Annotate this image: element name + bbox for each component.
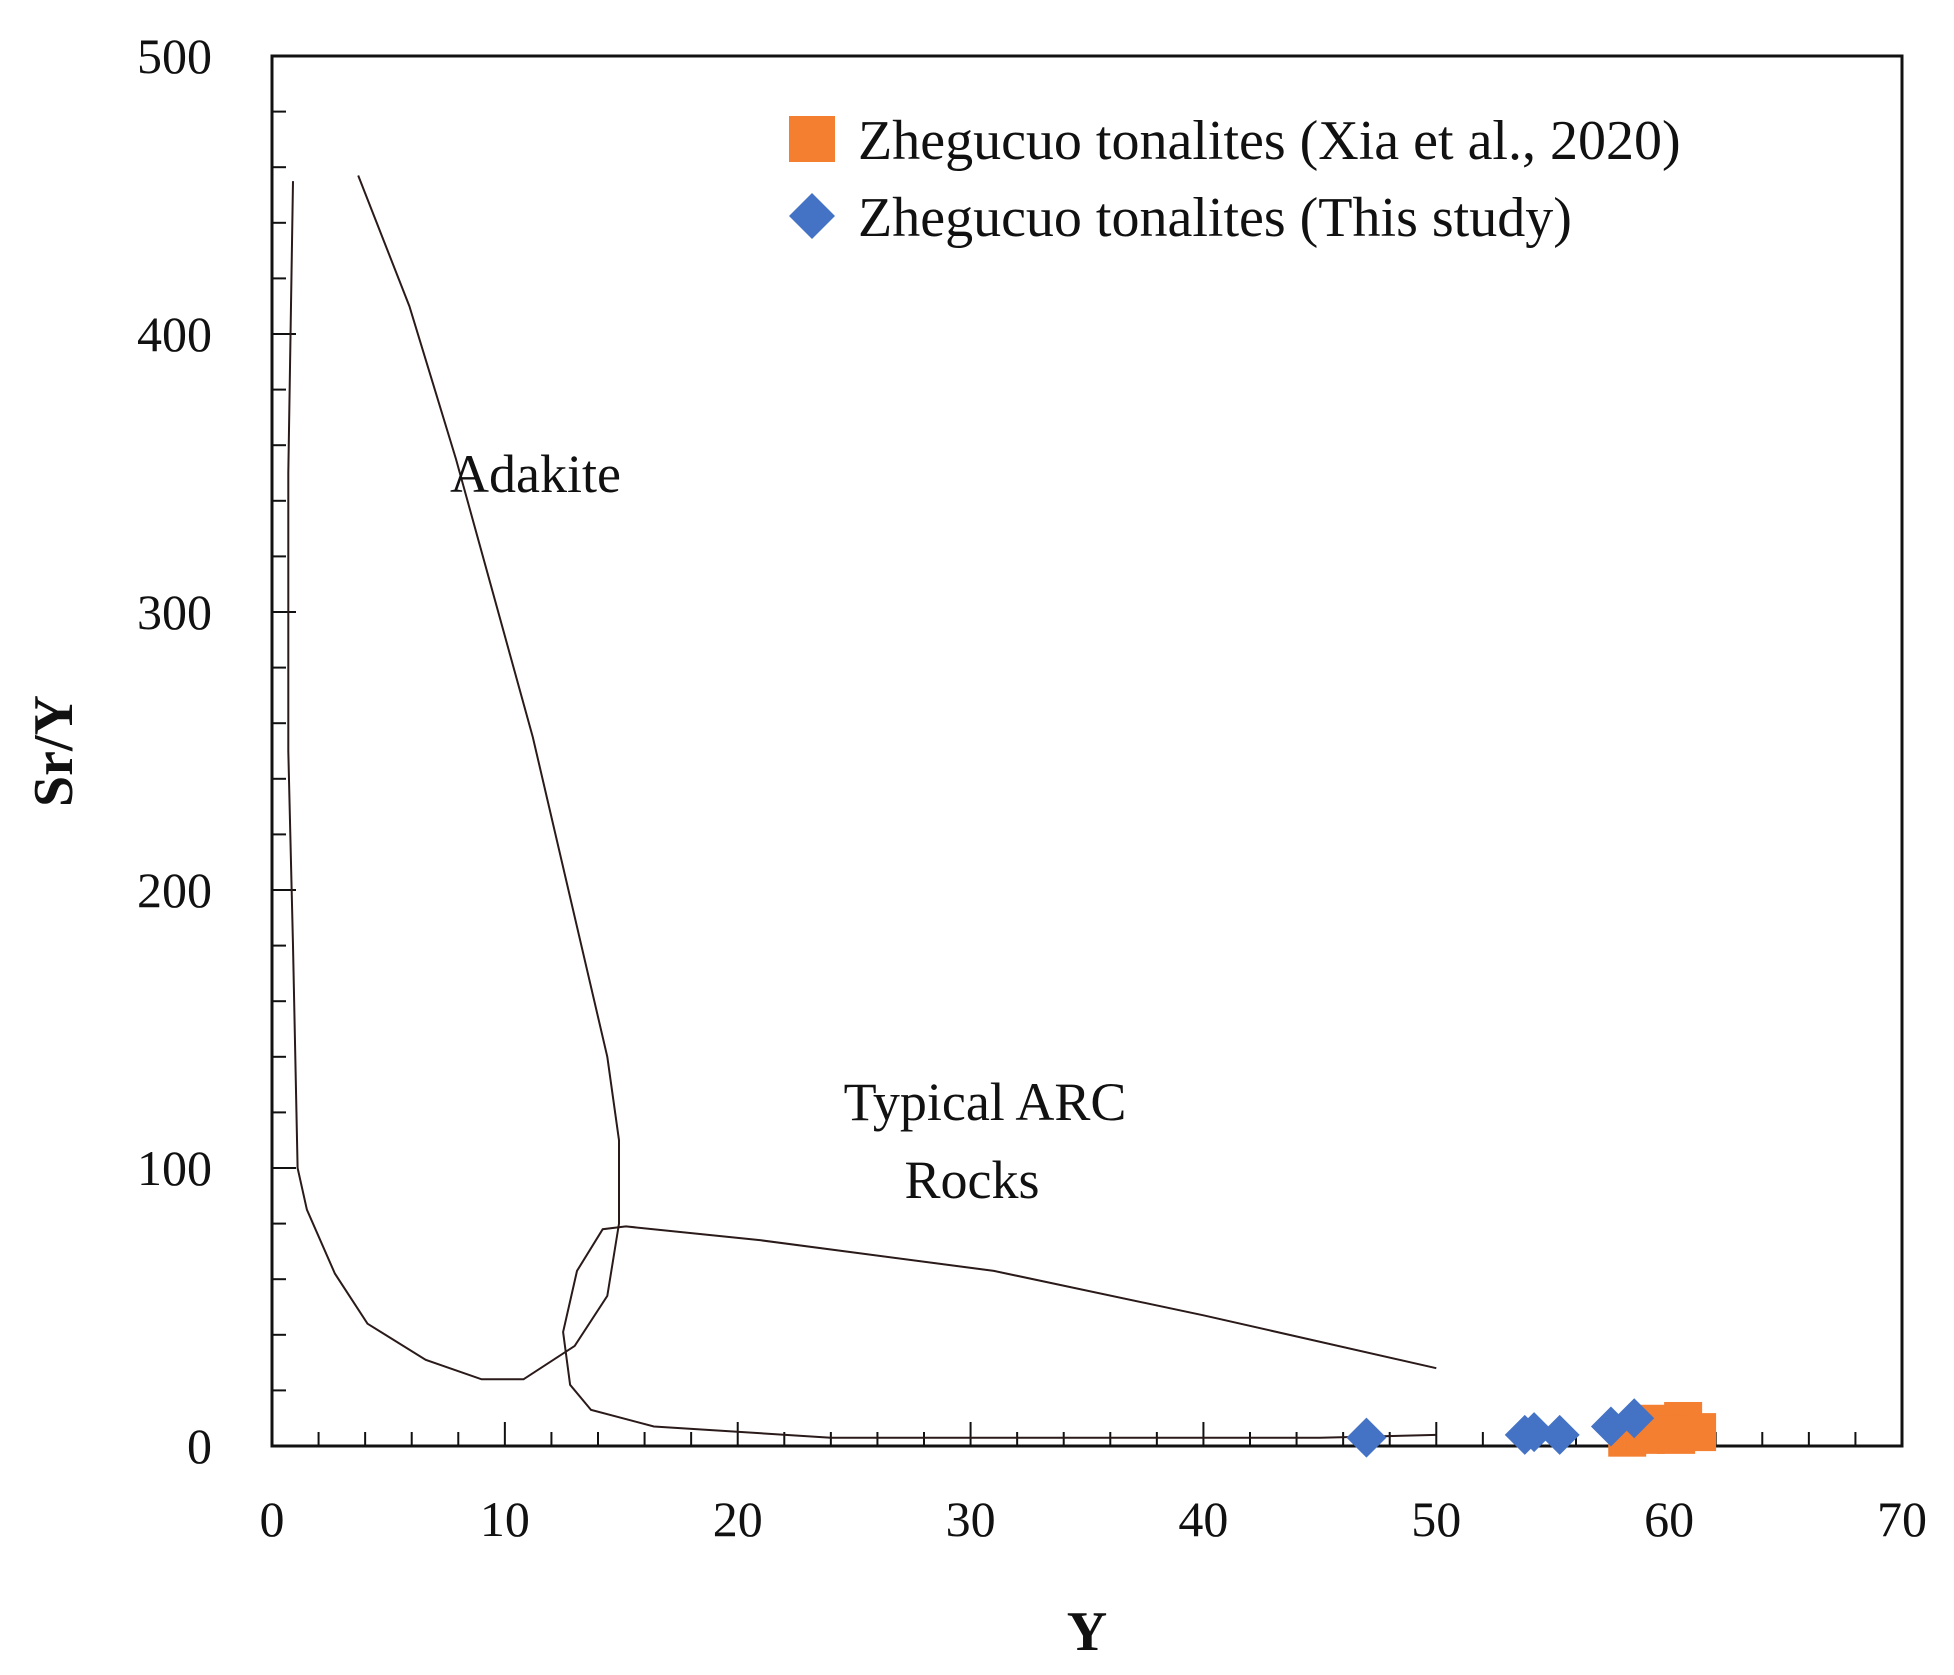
- region-boundary-0: [287, 175, 620, 1381]
- legend-square-marker: [789, 116, 835, 162]
- x-tick-label: 70: [1877, 1491, 1927, 1547]
- y-tick-label: 100: [137, 1140, 212, 1196]
- y-axis-ticks: 0 100 200 300 400 500: [137, 28, 296, 1474]
- x-tick-label: 10: [480, 1491, 530, 1547]
- adakite-region-label: Adakite: [450, 444, 621, 504]
- x-tick-label: 30: [946, 1491, 996, 1547]
- x-axis-title: Y: [1067, 1601, 1107, 1663]
- legend: Zhegucuo tonalites (Xia et al., 2020) Zhe…: [789, 110, 1681, 249]
- arc-region-label-line1: Typical ARC: [844, 1072, 1127, 1132]
- y-tick-label: 400: [137, 306, 212, 362]
- data-points: [1346, 1398, 1717, 1458]
- x-tick-label: 50: [1411, 1491, 1461, 1547]
- data-point-diamond: [1346, 1417, 1387, 1458]
- region-boundary-1: [562, 1225, 1437, 1439]
- y-axis-title: Sr/Y: [23, 695, 85, 807]
- y-tick-label: 200: [137, 862, 212, 918]
- y-tick-label: 500: [137, 28, 212, 84]
- y-tick-label: 0: [187, 1418, 212, 1474]
- classification-regions: Adakite Typical ARC Rocks: [287, 175, 1437, 1439]
- data-point-diamond: [1539, 1414, 1580, 1455]
- x-tick-label: 60: [1644, 1491, 1694, 1547]
- legend-entry-label: Zhegucuo tonalites (This study): [858, 187, 1572, 249]
- plot-frame: [270, 54, 1904, 1448]
- data-point-diamond: [1514, 1412, 1555, 1453]
- x-tick-label: 40: [1178, 1491, 1228, 1547]
- x-tick-label: 0: [260, 1491, 285, 1547]
- data-point-diamond: [1614, 1398, 1655, 1439]
- data-point-square: [1657, 1415, 1696, 1454]
- x-tick-label: 20: [713, 1491, 763, 1547]
- arc-region-label-line2: Rocks: [905, 1150, 1040, 1210]
- legend-entry-label: Zhegucuo tonalites (Xia et al., 2020): [858, 110, 1681, 172]
- y-tick-label: 300: [137, 584, 212, 640]
- x-axis-ticks: 0 10 20 30 40 50 60 70: [260, 1422, 1927, 1547]
- legend-diamond-marker: [789, 193, 835, 239]
